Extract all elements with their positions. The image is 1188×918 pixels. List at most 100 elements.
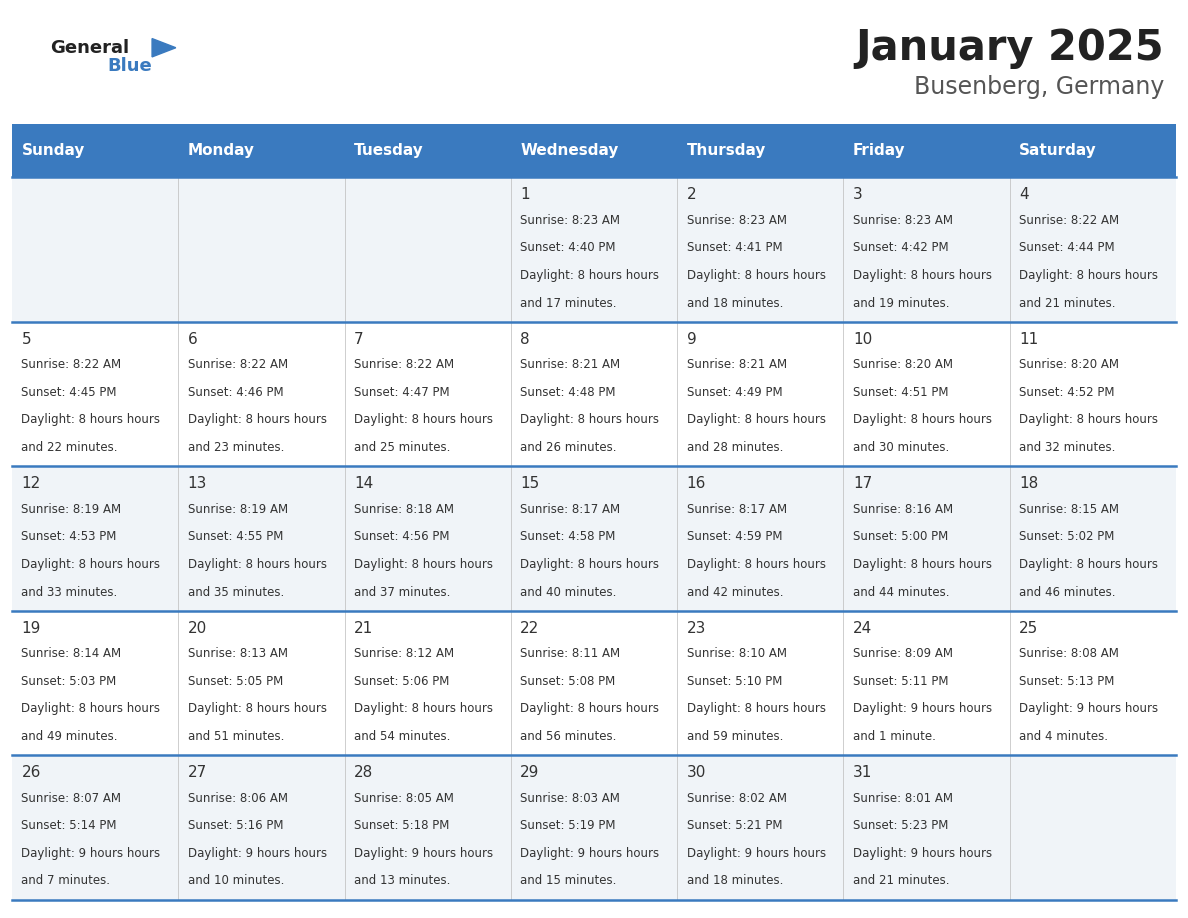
Text: and 28 minutes.: and 28 minutes.	[687, 441, 783, 454]
Bar	[345, 177, 511, 321]
Text: Daylight: 8 hours hours: Daylight: 8 hours hours	[853, 558, 992, 571]
Text: 22: 22	[520, 621, 539, 636]
Text: 6: 6	[188, 331, 197, 347]
Text: Daylight: 8 hours hours: Daylight: 8 hours hours	[520, 558, 659, 571]
Text: Daylight: 8 hours hours: Daylight: 8 hours hours	[687, 702, 826, 715]
Text: Sunrise: 8:22 AM: Sunrise: 8:22 AM	[354, 358, 454, 372]
Bar	[843, 466, 1010, 610]
Bar	[511, 321, 677, 466]
Text: and 42 minutes.: and 42 minutes.	[687, 586, 783, 599]
Text: Sunset: 5:06 PM: Sunset: 5:06 PM	[354, 675, 449, 688]
Text: 20: 20	[188, 621, 207, 636]
Text: 18: 18	[1019, 476, 1038, 491]
Text: 23: 23	[687, 621, 706, 636]
Bar	[677, 321, 843, 466]
Text: and 56 minutes.: and 56 minutes.	[520, 730, 617, 743]
Text: January 2025: January 2025	[855, 27, 1164, 69]
Text: 5: 5	[21, 331, 31, 347]
Text: Daylight: 8 hours hours: Daylight: 8 hours hours	[188, 702, 327, 715]
Text: 26: 26	[21, 766, 40, 780]
Text: Sunset: 5:23 PM: Sunset: 5:23 PM	[853, 820, 948, 833]
Text: Sunset: 4:49 PM: Sunset: 4:49 PM	[687, 386, 782, 399]
Text: Daylight: 9 hours hours: Daylight: 9 hours hours	[853, 702, 992, 715]
Text: Sunrise: 8:09 AM: Sunrise: 8:09 AM	[853, 647, 953, 660]
Text: Daylight: 8 hours hours: Daylight: 8 hours hours	[21, 702, 160, 715]
Bar	[178, 124, 345, 177]
Text: Sunset: 4:53 PM: Sunset: 4:53 PM	[21, 531, 116, 543]
Text: Sunset: 4:48 PM: Sunset: 4:48 PM	[520, 386, 615, 399]
Text: and 54 minutes.: and 54 minutes.	[354, 730, 450, 743]
Bar	[1010, 466, 1176, 610]
Bar	[511, 756, 677, 900]
Bar	[12, 466, 178, 610]
Bar	[345, 321, 511, 466]
Text: Busenberg, Germany: Busenberg, Germany	[914, 75, 1164, 99]
Text: Sunset: 5:16 PM: Sunset: 5:16 PM	[188, 820, 283, 833]
Text: Sunset: 4:59 PM: Sunset: 4:59 PM	[687, 531, 782, 543]
Text: Daylight: 9 hours hours: Daylight: 9 hours hours	[188, 847, 327, 860]
Text: Saturday: Saturday	[1019, 143, 1097, 158]
Text: 21: 21	[354, 621, 373, 636]
Text: Daylight: 8 hours hours: Daylight: 8 hours hours	[853, 269, 992, 282]
Text: Sunrise: 8:06 AM: Sunrise: 8:06 AM	[188, 792, 287, 805]
Text: Sunrise: 8:13 AM: Sunrise: 8:13 AM	[188, 647, 287, 660]
Text: and 32 minutes.: and 32 minutes.	[1019, 441, 1116, 454]
Text: and 19 minutes.: and 19 minutes.	[853, 297, 949, 309]
Text: 16: 16	[687, 476, 706, 491]
Text: Sunset: 5:18 PM: Sunset: 5:18 PM	[354, 820, 449, 833]
Text: Daylight: 8 hours hours: Daylight: 8 hours hours	[21, 413, 160, 427]
Text: 29: 29	[520, 766, 539, 780]
Text: Sunset: 4:44 PM: Sunset: 4:44 PM	[1019, 241, 1114, 254]
Text: Daylight: 8 hours hours: Daylight: 8 hours hours	[21, 558, 160, 571]
Text: and 21 minutes.: and 21 minutes.	[1019, 297, 1116, 309]
Bar	[345, 756, 511, 900]
Text: Wednesday: Wednesday	[520, 143, 619, 158]
Text: Sunrise: 8:15 AM: Sunrise: 8:15 AM	[1019, 503, 1119, 516]
Text: Sunrise: 8:08 AM: Sunrise: 8:08 AM	[1019, 647, 1119, 660]
Text: 10: 10	[853, 331, 872, 347]
Text: Daylight: 8 hours hours: Daylight: 8 hours hours	[354, 702, 493, 715]
Text: 28: 28	[354, 766, 373, 780]
Text: Sunrise: 8:22 AM: Sunrise: 8:22 AM	[188, 358, 287, 372]
Bar	[511, 124, 677, 177]
Text: Sunset: 4:46 PM: Sunset: 4:46 PM	[188, 386, 283, 399]
Bar	[677, 610, 843, 756]
Bar	[843, 321, 1010, 466]
Text: Sunrise: 8:05 AM: Sunrise: 8:05 AM	[354, 792, 454, 805]
Text: Daylight: 9 hours hours: Daylight: 9 hours hours	[21, 847, 160, 860]
Text: Sunrise: 8:23 AM: Sunrise: 8:23 AM	[853, 214, 953, 227]
Bar	[511, 177, 677, 321]
Text: Sunset: 4:56 PM: Sunset: 4:56 PM	[354, 531, 449, 543]
Text: and 49 minutes.: and 49 minutes.	[21, 730, 118, 743]
Text: 2: 2	[687, 187, 696, 202]
Text: Sunrise: 8:19 AM: Sunrise: 8:19 AM	[188, 503, 287, 516]
Text: Daylight: 8 hours hours: Daylight: 8 hours hours	[687, 269, 826, 282]
Text: Sunrise: 8:11 AM: Sunrise: 8:11 AM	[520, 647, 620, 660]
Bar	[12, 177, 178, 321]
Text: and 18 minutes.: and 18 minutes.	[687, 297, 783, 309]
Text: 12: 12	[21, 476, 40, 491]
Text: 11: 11	[1019, 331, 1038, 347]
Text: Daylight: 9 hours hours: Daylight: 9 hours hours	[853, 847, 992, 860]
Text: 8: 8	[520, 331, 530, 347]
Bar	[178, 756, 345, 900]
Text: Daylight: 8 hours hours: Daylight: 8 hours hours	[687, 558, 826, 571]
Bar	[1010, 124, 1176, 177]
Bar	[843, 610, 1010, 756]
Text: 27: 27	[188, 766, 207, 780]
Text: 25: 25	[1019, 621, 1038, 636]
Text: and 17 minutes.: and 17 minutes.	[520, 297, 617, 309]
Text: Sunrise: 8:10 AM: Sunrise: 8:10 AM	[687, 647, 786, 660]
Text: and 7 minutes.: and 7 minutes.	[21, 875, 110, 888]
Text: Sunset: 5:19 PM: Sunset: 5:19 PM	[520, 820, 615, 833]
Text: 30: 30	[687, 766, 706, 780]
Bar	[345, 466, 511, 610]
Text: Daylight: 9 hours hours: Daylight: 9 hours hours	[687, 847, 826, 860]
Text: Blue: Blue	[107, 57, 152, 75]
Text: Daylight: 8 hours hours: Daylight: 8 hours hours	[1019, 413, 1158, 427]
Text: and 25 minutes.: and 25 minutes.	[354, 441, 450, 454]
Bar	[12, 610, 178, 756]
Bar	[843, 756, 1010, 900]
Text: and 51 minutes.: and 51 minutes.	[188, 730, 284, 743]
Text: Sunset: 4:45 PM: Sunset: 4:45 PM	[21, 386, 116, 399]
